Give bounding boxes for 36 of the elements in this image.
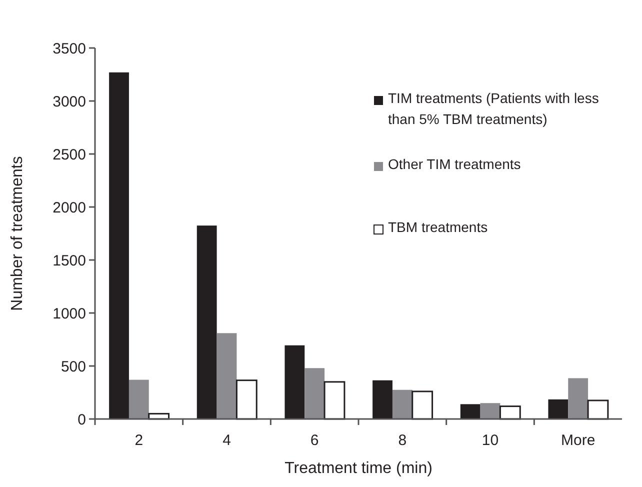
- x-axis-title: Treatment time (min): [284, 460, 432, 477]
- y-tick-label: 0: [78, 411, 86, 428]
- bar: [587, 400, 609, 420]
- x-tick-label: 2: [134, 432, 144, 449]
- bar: [109, 72, 129, 419]
- bar: [372, 380, 392, 419]
- bar: [392, 390, 412, 419]
- y-axis-title: Number of treatments: [9, 156, 26, 311]
- x-tick-label: 6: [310, 432, 319, 449]
- bar: [568, 378, 588, 419]
- bar: [216, 333, 237, 419]
- y-tick-label: 500: [60, 358, 86, 376]
- legend-label: Other TIM treatments: [388, 156, 521, 172]
- y-tick-label: 1000: [52, 305, 86, 322]
- bar: [324, 381, 346, 420]
- y-tick-label: 3000: [52, 93, 86, 110]
- x-tick-label: 10: [482, 432, 499, 449]
- bar: [548, 399, 568, 419]
- x-tick-label: 4: [222, 432, 231, 449]
- bar: [499, 406, 521, 420]
- bar: [304, 368, 325, 419]
- y-tick-label: 1500: [52, 252, 86, 270]
- y-tick-label: 2500: [52, 146, 86, 164]
- bar: [284, 345, 305, 419]
- x-tick-label: 8: [398, 432, 407, 449]
- y-tick-label: 2000: [52, 199, 86, 216]
- bar: [412, 390, 434, 420]
- x-tick-label: More: [560, 432, 596, 449]
- legend-label: TBM treatments: [388, 219, 488, 235]
- bar: [480, 403, 500, 419]
- legend-label: TIM treatments (Patients with less than 5% TBM treatments): [388, 90, 599, 127]
- bar: [236, 380, 258, 420]
- y-tick-label: 3500: [52, 40, 86, 58]
- bar: [128, 380, 149, 419]
- bar: [196, 226, 217, 419]
- bar: [460, 404, 480, 419]
